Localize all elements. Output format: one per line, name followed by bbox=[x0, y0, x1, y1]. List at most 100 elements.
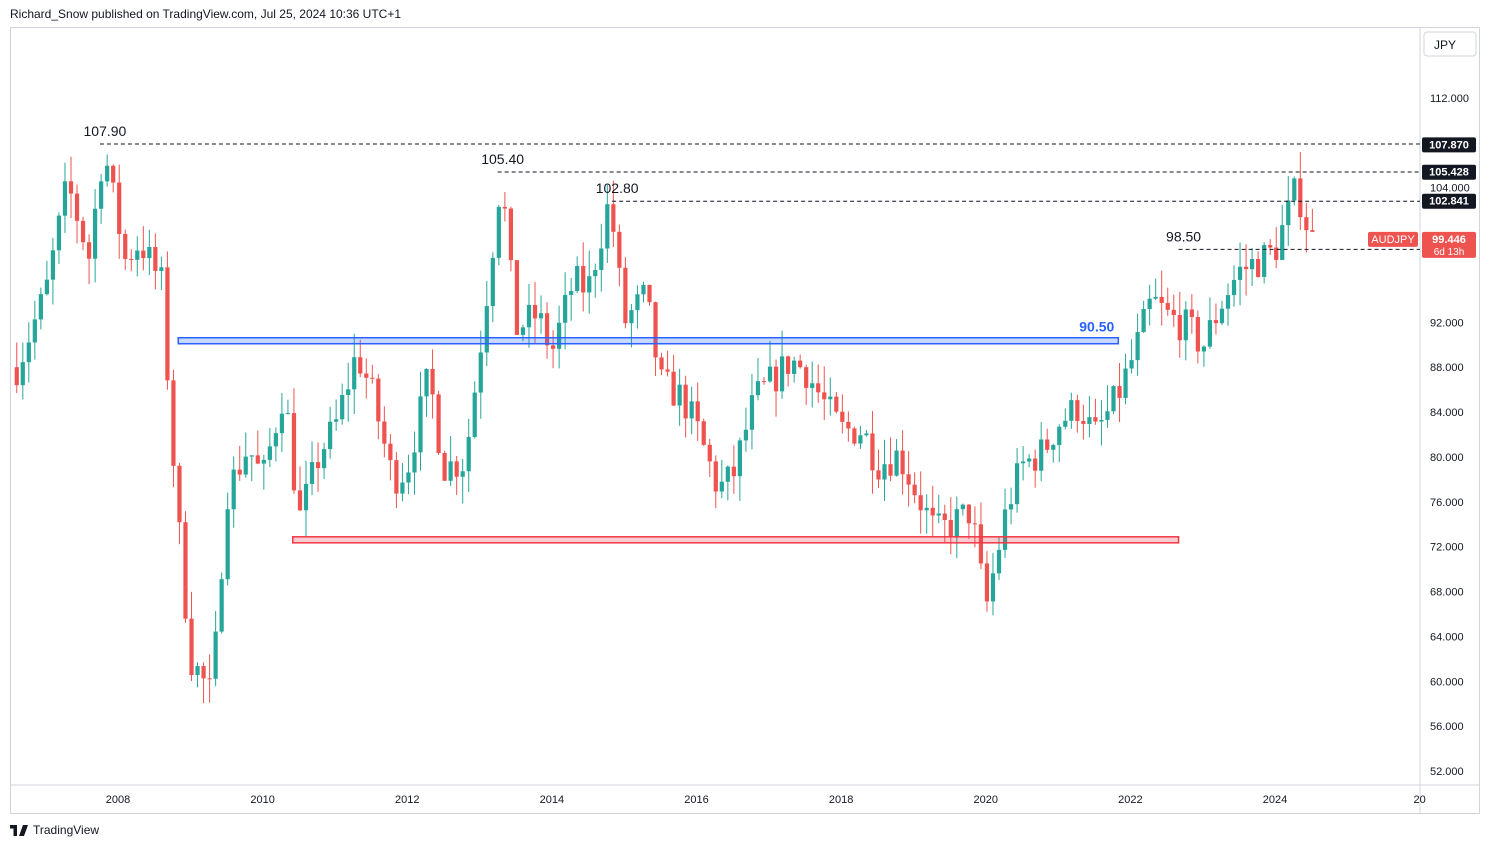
candle-body[interactable] bbox=[876, 470, 881, 480]
candle-body[interactable] bbox=[334, 419, 339, 422]
candle-body[interactable] bbox=[647, 284, 652, 303]
candle-body[interactable] bbox=[822, 392, 827, 400]
candle-body[interactable] bbox=[725, 466, 730, 482]
candle-body[interactable] bbox=[1243, 266, 1249, 270]
candle-body[interactable] bbox=[1063, 420, 1068, 427]
candle-body[interactable] bbox=[713, 461, 718, 492]
candle-body[interactable] bbox=[653, 302, 658, 358]
symbol-tag-box[interactable] bbox=[1368, 231, 1418, 247]
candle-body[interactable] bbox=[364, 373, 369, 378]
candle-body[interactable] bbox=[1165, 302, 1170, 310]
candle-body[interactable] bbox=[900, 450, 905, 475]
candle-body[interactable] bbox=[472, 392, 477, 437]
candle-body[interactable] bbox=[556, 322, 562, 349]
candle-body[interactable] bbox=[105, 165, 110, 182]
candle-body[interactable] bbox=[141, 250, 146, 259]
candle-body[interactable] bbox=[1021, 461, 1026, 464]
candle-body[interactable] bbox=[225, 509, 230, 580]
candle-body[interactable] bbox=[1159, 296, 1164, 303]
blue-zone-rect[interactable] bbox=[177, 336, 1120, 345]
candle-body[interactable] bbox=[550, 345, 556, 349]
candle-body[interactable] bbox=[466, 436, 471, 472]
candle-body[interactable] bbox=[1099, 419, 1104, 422]
candle-body[interactable] bbox=[1153, 296, 1158, 299]
candle-body[interactable] bbox=[1033, 458, 1038, 471]
candle-body[interactable] bbox=[376, 378, 381, 422]
candle-body[interactable] bbox=[683, 384, 688, 419]
candle-body[interactable] bbox=[749, 395, 755, 430]
candle-body[interactable] bbox=[671, 371, 676, 406]
candle-body[interactable] bbox=[237, 469, 242, 475]
candle-body[interactable] bbox=[1045, 439, 1050, 450]
candle-body[interactable] bbox=[695, 401, 700, 422]
candle-body[interactable] bbox=[1201, 346, 1207, 352]
candle-body[interactable] bbox=[930, 507, 935, 516]
candle-body[interactable] bbox=[340, 395, 345, 420]
candle-body[interactable] bbox=[1081, 420, 1086, 424]
candle-body[interactable] bbox=[1292, 178, 1297, 201]
candle-body[interactable] bbox=[599, 248, 604, 271]
candle-body[interactable] bbox=[177, 465, 182, 523]
candle-body[interactable] bbox=[436, 394, 441, 453]
candle-body[interactable] bbox=[201, 666, 206, 679]
candle-body[interactable] bbox=[38, 294, 43, 320]
candle-body[interactable] bbox=[1177, 315, 1182, 341]
candle-body[interactable] bbox=[231, 469, 236, 510]
candle-body[interactable] bbox=[454, 461, 459, 477]
candle-body[interactable] bbox=[1147, 298, 1152, 310]
candle-body[interactable] bbox=[14, 367, 19, 386]
candle-body[interactable] bbox=[1141, 309, 1146, 333]
candle-body[interactable] bbox=[496, 206, 501, 258]
candle-body[interactable] bbox=[737, 440, 742, 477]
candle-body[interactable] bbox=[972, 523, 978, 525]
candle-body[interactable] bbox=[779, 356, 785, 392]
candle-body[interactable] bbox=[249, 455, 254, 457]
candle-body[interactable] bbox=[894, 450, 899, 476]
candle-body[interactable] bbox=[394, 460, 399, 494]
candle-body[interactable] bbox=[834, 396, 839, 412]
candle-body[interactable] bbox=[74, 193, 80, 221]
candle-body[interactable] bbox=[1225, 295, 1231, 309]
candle-body[interactable] bbox=[1298, 178, 1303, 218]
currency-button[interactable] bbox=[1423, 31, 1477, 57]
candle-body[interactable] bbox=[1213, 320, 1219, 324]
candle-body[interactable] bbox=[514, 260, 520, 335]
candle-body[interactable] bbox=[430, 368, 435, 395]
candle-body[interactable] bbox=[1093, 417, 1098, 422]
candle-body[interactable] bbox=[129, 258, 134, 260]
candle-body[interactable] bbox=[828, 396, 833, 400]
candle-body[interactable] bbox=[526, 304, 532, 328]
candle-body[interactable] bbox=[617, 231, 622, 268]
candle-body[interactable] bbox=[538, 313, 544, 319]
candle-body[interactable] bbox=[418, 396, 423, 453]
candle-body[interactable] bbox=[490, 257, 495, 307]
candle-body[interactable] bbox=[56, 215, 62, 251]
candle-body[interactable] bbox=[852, 428, 857, 444]
candle-body[interactable] bbox=[816, 383, 821, 393]
candle-body[interactable] bbox=[1075, 400, 1080, 421]
candle-body[interactable] bbox=[267, 446, 272, 460]
candle-body[interactable] bbox=[804, 367, 809, 388]
candle-body[interactable] bbox=[370, 377, 375, 379]
candle-body[interactable] bbox=[1310, 230, 1315, 232]
candle-body[interactable] bbox=[1135, 332, 1140, 361]
candle-body[interactable] bbox=[575, 266, 580, 292]
candle-body[interactable] bbox=[1123, 368, 1128, 398]
candle-body[interactable] bbox=[328, 421, 333, 450]
candle-body[interactable] bbox=[358, 357, 363, 374]
candle-body[interactable] bbox=[719, 481, 724, 492]
candle-body[interactable] bbox=[563, 294, 568, 323]
candle-body[interactable] bbox=[99, 181, 104, 209]
candle-body[interactable] bbox=[484, 306, 489, 353]
candle-body[interactable] bbox=[581, 266, 586, 293]
candle-body[interactable] bbox=[677, 384, 682, 406]
candle-body[interactable] bbox=[123, 233, 128, 259]
candle-body[interactable] bbox=[888, 464, 893, 476]
candle-body[interactable] bbox=[882, 464, 887, 480]
candle-body[interactable] bbox=[86, 242, 92, 259]
candle-body[interactable] bbox=[544, 313, 550, 346]
candle-body[interactable] bbox=[990, 573, 996, 602]
candle-body[interactable] bbox=[135, 250, 140, 260]
candle-body[interactable] bbox=[707, 444, 712, 462]
candle-body[interactable] bbox=[502, 206, 507, 209]
